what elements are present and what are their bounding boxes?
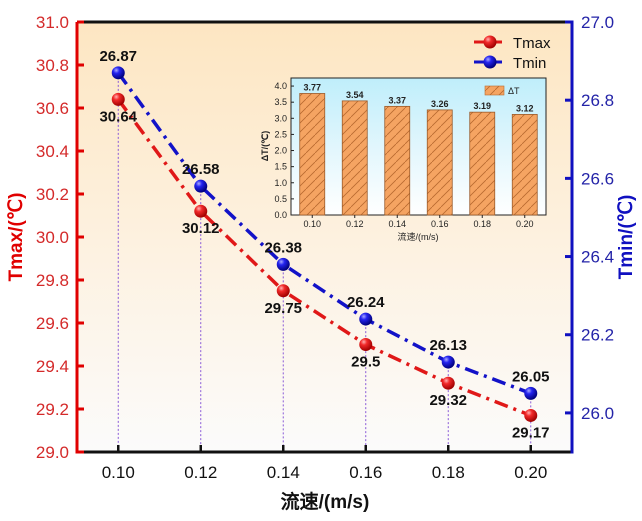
inset-bar bbox=[341, 100, 368, 216]
left-axis-tick-label: 29.0 bbox=[36, 443, 69, 462]
marker-tmin bbox=[524, 386, 538, 400]
inset-x-tick-label: 0.20 bbox=[516, 219, 534, 229]
marker-tmin bbox=[276, 257, 290, 271]
left-axis-tick-label: 30.8 bbox=[36, 56, 69, 75]
left-axis-tick-label: 30.2 bbox=[36, 185, 69, 204]
marker-tmax bbox=[524, 408, 538, 422]
inset-bar bbox=[426, 109, 453, 216]
inset-bar-label: 3.19 bbox=[473, 101, 491, 111]
data-label-tmin: 26.05 bbox=[512, 368, 550, 385]
inset-bar bbox=[469, 111, 496, 216]
series-line-tmin bbox=[116, 71, 532, 396]
data-label-tmin: 26.87 bbox=[99, 48, 137, 65]
data-label-tmin: 26.38 bbox=[264, 239, 302, 256]
marker-tmax bbox=[111, 92, 125, 106]
series-labels: 30.64 30.12 29.75 29.5 29.32 29.17 26.87 26.58 2… bbox=[99, 48, 549, 442]
data-label-tmin: 26.24 bbox=[347, 294, 385, 311]
marker-tmax bbox=[359, 338, 373, 351]
inset-bar bbox=[511, 114, 538, 216]
inset-x-tick-label: 0.18 bbox=[473, 219, 491, 229]
right-axis-tick-label: 26.6 bbox=[581, 169, 614, 188]
inset-y-tick-label: 2.0 bbox=[274, 146, 287, 156]
data-label-tmin: 26.58 bbox=[182, 161, 220, 178]
inset-bar-chart: 3.77 3.54 3.37 3.26 3.19 3.12 0.0 0.5 1.0 1.5 2.0… bbox=[260, 77, 547, 242]
x-axis-tick-label: 0.18 bbox=[432, 463, 465, 482]
data-label-tmin: 26.13 bbox=[429, 337, 467, 354]
inset-legend: ΔT bbox=[484, 85, 520, 96]
left-axis-tick-label: 31.0 bbox=[36, 13, 69, 32]
series-line-tmax bbox=[116, 98, 532, 418]
series-markers bbox=[111, 66, 538, 422]
legend: Tmax Tmin bbox=[474, 35, 551, 72]
marker-tmax bbox=[441, 376, 455, 390]
x-axis-tick-label: 0.14 bbox=[267, 463, 300, 482]
inset-y-tick-label: 0.5 bbox=[274, 194, 287, 204]
inset-x-axis-title: 流速/(m/s) bbox=[398, 231, 439, 242]
inset-bar bbox=[299, 93, 326, 216]
x-axis-title: 流速/(m/s) bbox=[281, 490, 370, 513]
left-axis-tick-label: 30.6 bbox=[36, 99, 69, 118]
inset-bar bbox=[384, 105, 411, 216]
data-label-tmax: 29.17 bbox=[512, 424, 550, 441]
legend-marker-tmax bbox=[483, 35, 497, 49]
inset-y-tick-label: 1.0 bbox=[274, 178, 287, 188]
inset-y-tick-label: 0.0 bbox=[274, 210, 287, 220]
right-axis-tick-label: 26.2 bbox=[581, 326, 614, 345]
inset-bar-label: 3.54 bbox=[346, 90, 364, 100]
legend-label-tmax: Tmax bbox=[513, 35, 551, 52]
marker-tmin bbox=[194, 179, 208, 193]
x-axis-tick-label: 0.10 bbox=[102, 463, 135, 482]
inset-y-tick-label: 4.0 bbox=[274, 81, 287, 91]
left-axis-tick-label: 29.4 bbox=[36, 357, 69, 376]
inset-bar-label: 3.12 bbox=[516, 103, 534, 113]
x-axis-tick-label: 0.20 bbox=[514, 463, 547, 482]
data-label-tmax: 29.5 bbox=[351, 354, 380, 371]
legend-label-tmin: Tmin bbox=[513, 55, 546, 72]
left-axis-tick-label: 29.6 bbox=[36, 314, 69, 333]
marker-tmin bbox=[359, 312, 373, 326]
inset-legend-swatch bbox=[484, 85, 505, 96]
right-axis-tick-label: 26.8 bbox=[581, 91, 614, 110]
inset-bar-label: 3.26 bbox=[431, 99, 449, 109]
left-axis-tick-label: 30.4 bbox=[36, 142, 69, 161]
inset-bar-label: 3.37 bbox=[388, 95, 406, 105]
data-label-tmax: 29.75 bbox=[264, 300, 302, 317]
left-axis-tick-label: 29.8 bbox=[36, 271, 69, 290]
right-axis-tick-label: 26.0 bbox=[581, 404, 614, 423]
inset-plot-area bbox=[290, 77, 547, 216]
inset-bar-label: 3.77 bbox=[303, 82, 321, 92]
x-axis-tick-label: 0.16 bbox=[349, 463, 382, 482]
data-label-tmax: 29.32 bbox=[429, 392, 467, 409]
inset-y-tick-label: 2.5 bbox=[274, 129, 287, 139]
inset-x-tick-label: 0.14 bbox=[388, 219, 406, 229]
inset-x-tick-label: 0.10 bbox=[303, 219, 321, 229]
inset-legend-label: ΔT bbox=[508, 86, 520, 96]
left-y-axis-title: Tmax/(℃) bbox=[6, 193, 27, 282]
marker-tmin bbox=[111, 66, 125, 80]
right-axis-tick-label: 27.0 bbox=[581, 13, 614, 32]
inset-y-axis-title: ΔT/(℃) bbox=[260, 131, 270, 162]
left-axis-tick-label: 30.0 bbox=[36, 228, 69, 247]
marker-tmax bbox=[194, 204, 208, 218]
marker-tmax bbox=[276, 284, 290, 298]
legend-item-tmax: Tmax bbox=[474, 35, 551, 52]
drop-lines bbox=[117, 72, 532, 452]
data-label-tmax: 30.64 bbox=[99, 108, 137, 125]
inset-y-tick-label: 3.0 bbox=[274, 113, 287, 123]
inset-x-tick-label: 0.16 bbox=[431, 219, 449, 229]
inset-x-tick-label: 0.12 bbox=[346, 219, 364, 229]
legend-marker-tmin bbox=[483, 55, 497, 69]
inset-y-tick-label: 3.5 bbox=[274, 97, 287, 107]
x-axis-tick-label: 0.12 bbox=[184, 463, 217, 482]
series-lines bbox=[116, 71, 532, 418]
marker-tmin bbox=[441, 355, 455, 369]
legend-item-tmin: Tmin bbox=[474, 55, 546, 72]
inset-y-tick-label: 1.5 bbox=[274, 162, 287, 172]
left-axis-tick-label: 29.2 bbox=[36, 400, 69, 419]
right-axis-tick-label: 26.4 bbox=[581, 248, 614, 267]
right-y-axis-title: Tmin/(℃) bbox=[616, 195, 637, 280]
data-label-tmax: 30.12 bbox=[182, 220, 220, 237]
